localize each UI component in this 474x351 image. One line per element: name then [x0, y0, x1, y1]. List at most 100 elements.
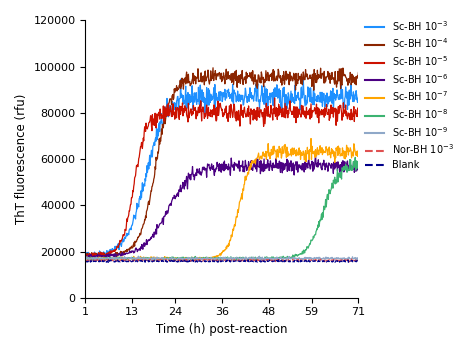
Sc-BH 10$^{-9}$ [355, 258, 361, 263]
Sc-BH 10$^{-4}$ [245, 71, 250, 75]
Sc-BH 10$^{-3}$ [289, 100, 294, 105]
Sc-BH 10$^{-9}$ [265, 256, 271, 260]
Sc-BH 10$^{-4}$ [266, 76, 272, 80]
Blank [153, 260, 159, 264]
Sc-BH 10$^{-7}$ [131, 254, 137, 258]
Sc-BH 10$^{-3}$ [356, 92, 361, 97]
Sc-BH 10$^{-6}$ [289, 169, 294, 173]
Sc-BH 10$^{-3}$ [207, 88, 212, 92]
Sc-BH 10$^{-5}$ [86, 254, 92, 258]
Sc-BH 10$^{-5}$ [272, 96, 277, 100]
Sc-BH 10$^{-8}$ [82, 258, 88, 262]
Sc-BH 10$^{-6}$ [131, 250, 137, 254]
Sc-BH 10$^{-5}$ [265, 104, 271, 108]
Sc-BH 10$^{-3}$ [244, 95, 250, 99]
Nor-BH 10$^{-3}$ [265, 258, 271, 263]
Sc-BH 10$^{-3}$ [89, 255, 94, 259]
Sc-BH 10$^{-8}$ [131, 257, 137, 261]
Blank [356, 259, 361, 263]
Sc-BH 10$^{-5}$ [244, 112, 250, 116]
Blank [105, 260, 111, 265]
Sc-BH 10$^{-6}$ [356, 164, 361, 168]
Sc-BH 10$^{-3}$ [131, 216, 137, 220]
Nor-BH 10$^{-3}$ [346, 260, 352, 264]
Sc-BH 10$^{-8}$ [244, 257, 250, 261]
Sc-BH 10$^{-9}$ [244, 257, 250, 261]
Sc-BH 10$^{-6}$ [313, 153, 319, 157]
Sc-BH 10$^{-7}$ [356, 151, 361, 155]
Blank [131, 260, 137, 264]
Sc-BH 10$^{-3}$ [301, 77, 306, 81]
Sc-BH 10$^{-9}$ [289, 256, 294, 260]
Line: Sc-BH 10$^{-9}$: Sc-BH 10$^{-9}$ [85, 256, 358, 260]
Line: Sc-BH 10$^{-4}$: Sc-BH 10$^{-4}$ [85, 68, 358, 257]
Y-axis label: ThT fluorescence (rfu): ThT fluorescence (rfu) [15, 94, 28, 224]
Sc-BH 10$^{-6}$ [90, 256, 96, 260]
Sc-BH 10$^{-5}$ [289, 112, 295, 117]
Line: Blank: Blank [85, 260, 358, 263]
Line: Sc-BH 10$^{-6}$: Sc-BH 10$^{-6}$ [85, 155, 358, 258]
Sc-BH 10$^{-7}$ [289, 154, 294, 158]
Nor-BH 10$^{-3}$ [131, 258, 137, 263]
Sc-BH 10$^{-6}$ [82, 252, 88, 256]
Sc-BH 10$^{-4}$ [207, 82, 212, 86]
Sc-BH 10$^{-9}$ [131, 257, 137, 261]
Sc-BH 10$^{-9}$ [82, 257, 88, 261]
Line: Sc-BH 10$^{-7}$: Sc-BH 10$^{-7}$ [85, 139, 358, 260]
Line: Sc-BH 10$^{-8}$: Sc-BH 10$^{-8}$ [85, 157, 358, 260]
Sc-BH 10$^{-8}$ [265, 256, 271, 260]
Sc-BH 10$^{-5}$ [207, 111, 212, 115]
Sc-BH 10$^{-4}$ [82, 252, 88, 256]
Sc-BH 10$^{-8}$ [352, 155, 358, 159]
Blank [266, 259, 272, 263]
Sc-BH 10$^{-7}$ [154, 258, 159, 262]
Sc-BH 10$^{-7}$ [244, 174, 250, 178]
Line: Sc-BH 10$^{-3}$: Sc-BH 10$^{-3}$ [85, 79, 358, 257]
Sc-BH 10$^{-7}$ [153, 257, 158, 261]
Sc-BH 10$^{-7}$ [308, 137, 314, 141]
Sc-BH 10$^{-6}$ [265, 165, 271, 169]
Nor-BH 10$^{-3}$ [349, 257, 355, 261]
Sc-BH 10$^{-9}$ [136, 254, 141, 258]
Sc-BH 10$^{-7}$ [82, 257, 88, 261]
X-axis label: Time (h) post-reaction: Time (h) post-reaction [156, 323, 288, 336]
Sc-BH 10$^{-4}$ [289, 75, 295, 79]
Blank [207, 260, 213, 264]
Sc-BH 10$^{-8}$ [356, 164, 361, 168]
Nor-BH 10$^{-3}$ [82, 258, 88, 262]
Sc-BH 10$^{-4}$ [131, 240, 137, 244]
Nor-BH 10$^{-3}$ [153, 258, 158, 262]
Sc-BH 10$^{-5}$ [153, 126, 159, 130]
Sc-BH 10$^{-6}$ [244, 168, 250, 173]
Blank [245, 259, 250, 263]
Nor-BH 10$^{-3}$ [206, 258, 212, 262]
Sc-BH 10$^{-5}$ [82, 253, 88, 257]
Line: Sc-BH 10$^{-5}$: Sc-BH 10$^{-5}$ [85, 98, 358, 256]
Nor-BH 10$^{-3}$ [288, 258, 294, 262]
Sc-BH 10$^{-7}$ [265, 141, 271, 146]
Sc-BH 10$^{-4}$ [103, 255, 109, 259]
Sc-BH 10$^{-5}$ [356, 111, 361, 115]
Sc-BH 10$^{-8}$ [289, 255, 294, 259]
Sc-BH 10$^{-8}$ [152, 258, 157, 263]
Sc-BH 10$^{-5}$ [131, 182, 137, 186]
Sc-BH 10$^{-9}$ [207, 257, 212, 261]
Sc-BH 10$^{-3}$ [153, 139, 159, 143]
Sc-BH 10$^{-3}$ [265, 98, 271, 102]
Blank [289, 260, 295, 264]
Sc-BH 10$^{-9}$ [356, 256, 361, 260]
Sc-BH 10$^{-4}$ [153, 155, 159, 159]
Sc-BH 10$^{-3}$ [82, 252, 88, 256]
Legend: Sc-BH 10$^{-3}$, Sc-BH 10$^{-4}$, Sc-BH 10$^{-5}$, Sc-BH 10$^{-6}$, Sc-BH 10$^{-: Sc-BH 10$^{-3}$, Sc-BH 10$^{-4}$, Sc-BH … [361, 15, 458, 174]
Blank [82, 259, 88, 263]
Sc-BH 10$^{-4}$ [210, 66, 216, 70]
Sc-BH 10$^{-9}$ [153, 258, 159, 262]
Line: Nor-BH 10$^{-3}$: Nor-BH 10$^{-3}$ [85, 259, 358, 262]
Nor-BH 10$^{-3}$ [244, 259, 249, 263]
Sc-BH 10$^{-6}$ [153, 227, 159, 231]
Sc-BH 10$^{-6}$ [207, 166, 212, 170]
Nor-BH 10$^{-3}$ [356, 258, 361, 262]
Blank [173, 258, 178, 262]
Sc-BH 10$^{-8}$ [207, 256, 212, 260]
Sc-BH 10$^{-8}$ [153, 258, 159, 262]
